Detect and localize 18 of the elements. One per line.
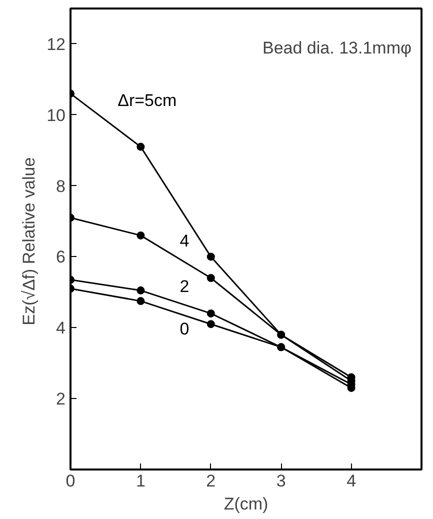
x-tick-label: 4 — [346, 472, 356, 490]
y-tick-label: 2 — [56, 390, 66, 409]
y-tick-label: 4 — [56, 318, 66, 338]
x-axis-title: Z(cm) — [224, 494, 268, 514]
x-tick-label: 2 — [206, 472, 216, 490]
series-label: Δr=5cm — [118, 91, 177, 110]
x-tick-label: 3 — [276, 472, 286, 490]
y-tick-label: 6 — [56, 248, 66, 267]
series-label: 4 — [180, 232, 190, 251]
x-tick-label: 0 — [66, 472, 76, 490]
series-label: 2 — [180, 276, 190, 296]
x-tick-label: 1 — [136, 472, 146, 490]
y-axis-title: Ez(√Δf) Relative value — [20, 157, 39, 326]
y-tick-label: 12 — [46, 34, 66, 54]
y-tick-label: 8 — [56, 176, 66, 196]
y-tick-label: 10 — [46, 106, 66, 125]
annotation: Bead dia. 13.1mmφ — [262, 38, 412, 58]
series-label: 0 — [180, 320, 190, 339]
